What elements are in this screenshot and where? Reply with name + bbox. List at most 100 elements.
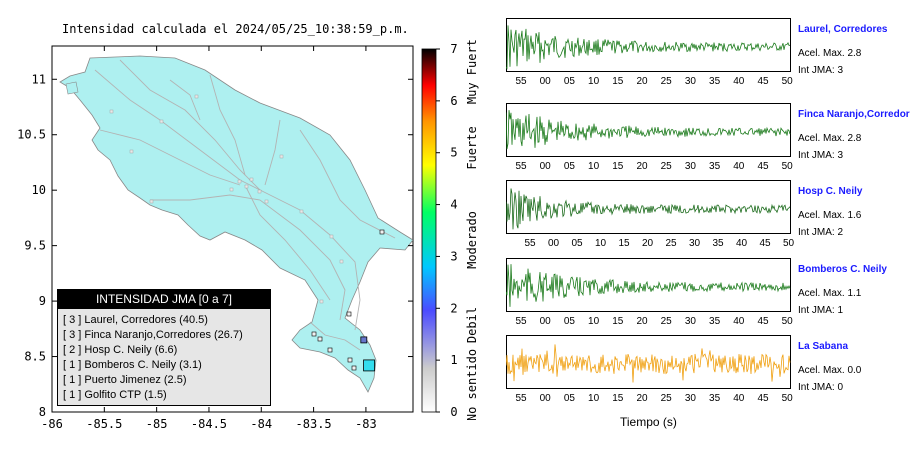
small-station-boxes <box>311 229 385 371</box>
colorbar-intensity-label: Fuerte <box>465 126 479 169</box>
colorbar-tick-label: 3 <box>450 249 457 263</box>
trace-tick-label: 15 <box>618 238 630 249</box>
station-marker <box>363 359 375 372</box>
trace-tick-label: 20 <box>636 316 648 327</box>
station-jma: Int JMA: 3 <box>798 150 844 161</box>
trace-tick-label: 30 <box>684 161 696 172</box>
trace-tick-label: 50 <box>781 76 793 87</box>
waveform <box>506 110 791 150</box>
y-tick-label: 8.5 <box>24 350 46 364</box>
trace-tick-label: 00 <box>539 316 551 327</box>
trace-tick-label: 45 <box>757 316 769 327</box>
waveform <box>506 188 791 230</box>
trace-tick-label: 40 <box>733 316 745 327</box>
station-accel: Acel. Max. 0.0 <box>798 365 862 376</box>
trace-tick-label: 10 <box>588 316 600 327</box>
map-y-ticks: 8 8.5 9 9.5 10 10.5 11 <box>17 72 413 419</box>
costa-rica-landmass <box>59 55 413 393</box>
trace-tick-label: 50 <box>781 161 793 172</box>
colorbar-tick-label: 4 <box>450 198 457 212</box>
legend-header: INTENSIDAD JMA [0 a 7] <box>58 290 270 309</box>
colorbar-intensity-label: No sentido <box>465 349 479 420</box>
y-tick-label: 8 <box>39 405 46 419</box>
trace-tick-label: 15 <box>612 393 624 404</box>
station-name: Bomberos C. Neily <box>798 264 887 275</box>
legend-row: [ 2 ] Hosp C. Neily (6.6) <box>63 344 178 356</box>
waveform <box>506 25 791 70</box>
trace-tick-label: 20 <box>636 393 648 404</box>
trace-tick-label: 05 <box>571 238 583 249</box>
station-accel: Acel. Max. 1.6 <box>798 210 862 221</box>
trace-panel <box>506 103 791 157</box>
y-tick-label: 10 <box>32 183 46 197</box>
trace-tick-label: 45 <box>757 161 769 172</box>
trace-tick-label: 00 <box>547 238 560 249</box>
trace-tick-label: 50 <box>782 238 795 249</box>
trace-tick-label: 35 <box>709 316 721 327</box>
station-markers <box>360 336 375 372</box>
trace-tick-label: 15 <box>612 161 624 172</box>
x-tick-label: -83 <box>355 417 377 431</box>
waveform <box>506 264 791 307</box>
trace-tick-label: 05 <box>563 393 575 404</box>
colorbar-tick-label: 7 <box>450 42 457 56</box>
trace-tick-label: 35 <box>712 238 724 249</box>
trace-tick-label: 25 <box>665 238 677 249</box>
waveform-line <box>506 110 791 150</box>
trace-panel <box>506 258 791 312</box>
trace-tick-label: 25 <box>660 393 672 404</box>
y-tick-label: 9 <box>39 294 46 308</box>
waveform-line <box>506 344 791 383</box>
trace-tick-label: 35 <box>709 76 721 87</box>
x-tick-label: -84 <box>250 417 272 431</box>
colorbar-labels: No sentido Debil Moderado Fuerte Muy Fuerte <box>465 40 479 420</box>
trace-tick-label: 20 <box>636 76 648 87</box>
trace-tick-label: 10 <box>588 161 600 172</box>
trace-panel <box>506 18 791 72</box>
map-x-ticks: -86 -85.5 -85 -84.5 -84 -83.5 -83 <box>41 46 377 431</box>
colorbar-ticks: 0 1 2 3 4 5 6 7 <box>436 42 458 419</box>
trace-tick-label: 55 <box>515 76 527 87</box>
trace-tick-label: 20 <box>636 161 648 172</box>
station-accel: Acel. Max. 2.8 <box>798 133 862 144</box>
station-accel: Acel. Max. 2.8 <box>798 48 862 59</box>
x-tick-label: -83.5 <box>296 417 332 431</box>
colorbar-tick-label: 1 <box>450 353 457 367</box>
trace-tick-label: 10 <box>588 393 600 404</box>
trace-tick-label: 45 <box>759 238 771 249</box>
town-markers <box>109 94 344 304</box>
trace-tick-label: 25 <box>660 316 672 327</box>
trace-tick-label: 30 <box>684 316 696 327</box>
trace-tick-label: 50 <box>781 316 793 327</box>
legend-row: [ 3 ] Finca Naranjo,Corredores (26.7) <box>63 329 243 341</box>
trace-tick-label: 55 <box>524 238 536 249</box>
trace-tick-label: 30 <box>684 76 696 87</box>
traces-x-label: Tiempo (s) <box>620 415 677 429</box>
trace-tick-label: 40 <box>735 238 748 249</box>
station-jma: Int JMA: 1 <box>798 305 844 316</box>
station-name: Hosp C. Neily <box>798 186 863 197</box>
trace-panel <box>506 335 791 389</box>
intensity-colorbar: 0 1 2 3 4 5 6 7 No sentido Debil Moderado Fuerte Mu… <box>421 40 479 420</box>
colorbar-tick-label: 6 <box>450 94 457 108</box>
waveform-line <box>506 188 791 230</box>
x-tick-label: -85.5 <box>86 417 122 431</box>
x-tick-label: -86 <box>41 417 63 431</box>
trace-tick-label: 30 <box>684 393 696 404</box>
station-jma: Int JMA: 0 <box>798 382 844 393</box>
trace-tick-label: 55 <box>515 393 527 404</box>
trace-tick-label: 55 <box>515 316 527 327</box>
trace-tick-label: 00 <box>539 393 551 404</box>
trace-tick-label: 40 <box>733 76 745 87</box>
trace-tick-label: 30 <box>688 238 701 249</box>
trace-tick-label: 05 <box>563 76 575 87</box>
station-jma: Int JMA: 3 <box>798 65 844 76</box>
colorbar-tick-label: 0 <box>450 405 457 419</box>
colorbar-intensity-label: Moderado <box>465 211 479 269</box>
waveform-line <box>506 264 791 307</box>
trace-tick-label: 10 <box>588 76 600 87</box>
trace-tick-label: 05 <box>563 161 575 172</box>
intensity-legend: INTENSIDAD JMA [0 a 7] [ 3 ] Laurel, Cor… <box>57 289 271 406</box>
map-title: Intensidad calculada el 2024/05/25_10:38… <box>62 22 409 36</box>
station-accel: Acel. Max. 1.1 <box>798 288 862 299</box>
